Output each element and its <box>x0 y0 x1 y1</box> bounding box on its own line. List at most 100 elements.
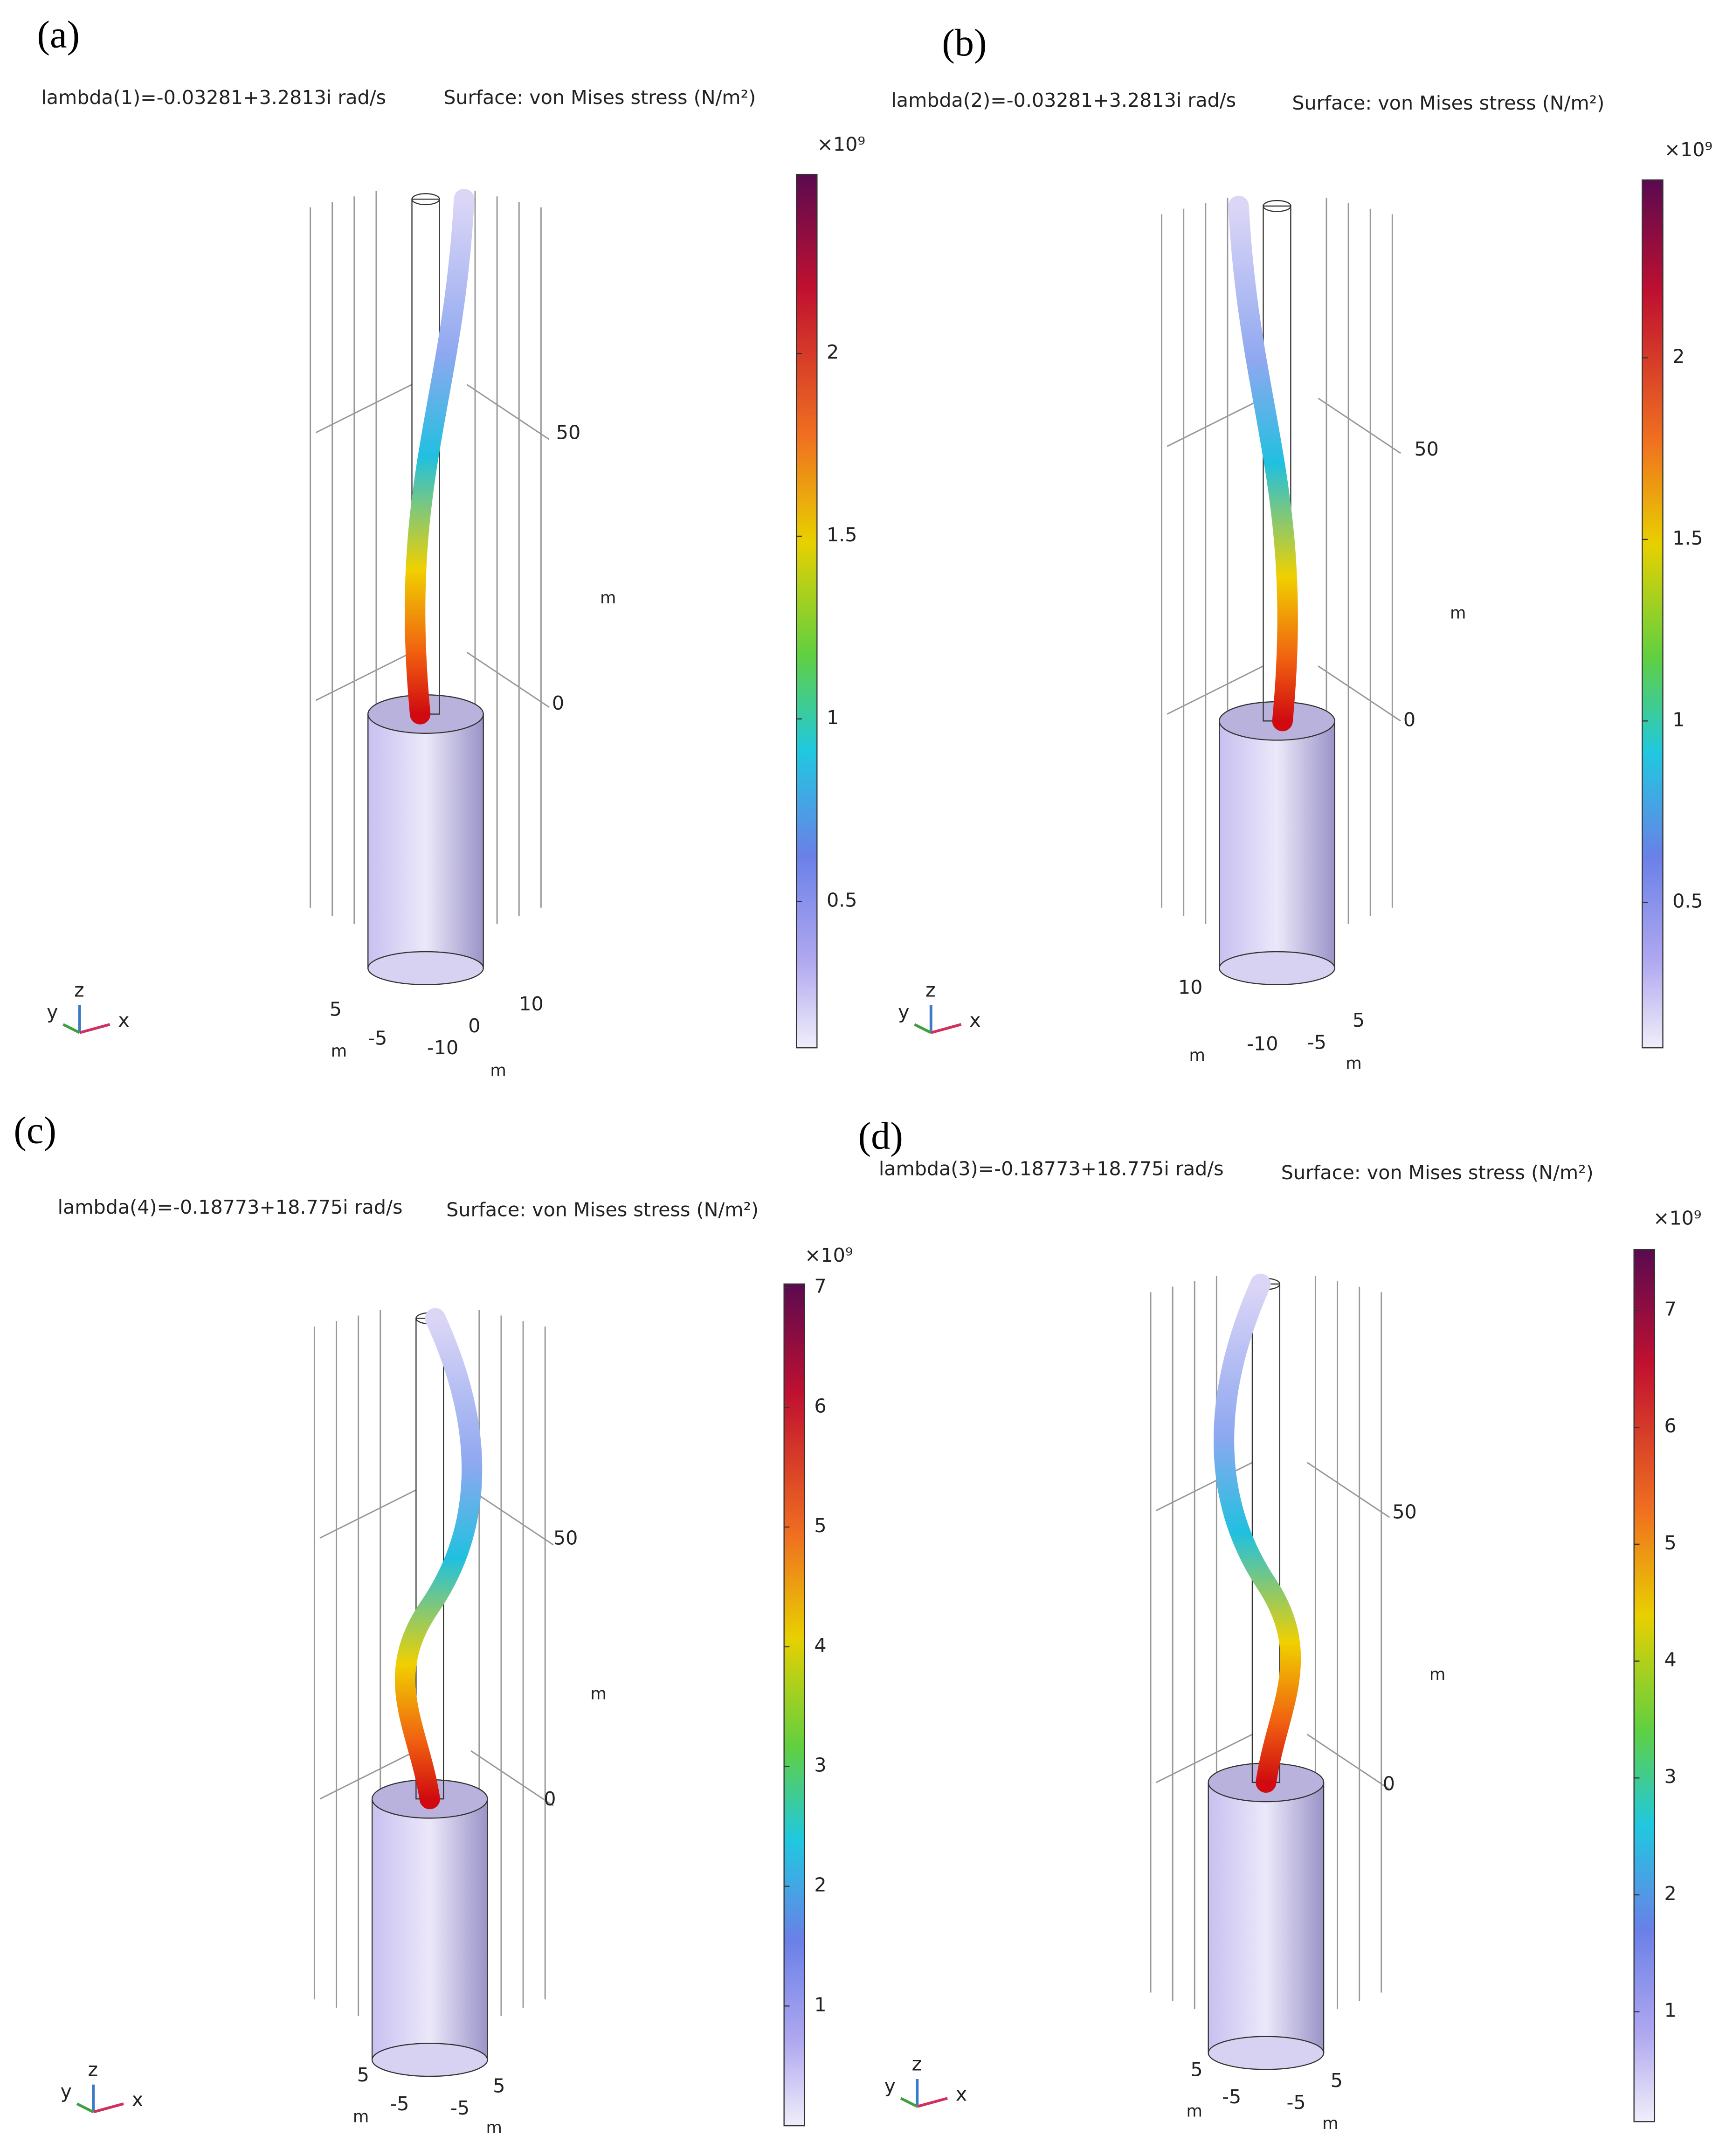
triad-x <box>79 1023 110 1034</box>
base-bottom <box>1208 2036 1325 2070</box>
deformed-pile <box>1228 195 1298 732</box>
panel-label: (c) <box>14 1109 56 1152</box>
colorbar-tick-label: 0.5 <box>827 889 857 912</box>
colorbar-tick-label: 1 <box>814 1993 826 2016</box>
z-tick-label: 50 <box>553 1527 578 1549</box>
base-tick-label: 5 <box>1190 2058 1202 2080</box>
base-cylinder <box>1219 720 1335 969</box>
grid-line-3d <box>1318 397 1401 454</box>
colorbar <box>1642 179 1664 1049</box>
colorbar <box>795 173 818 1049</box>
panel-label: (d) <box>858 1114 903 1157</box>
grid-line-3d <box>466 384 550 440</box>
base-cylinder <box>371 1798 488 2060</box>
colorbar-tick-label: 1.5 <box>827 524 857 546</box>
base-tick-label: -5 <box>390 2093 409 2115</box>
triad-x <box>931 1023 962 1034</box>
z-tick-label: 50 <box>1392 1501 1416 1523</box>
grid-line-3d <box>315 651 413 701</box>
colorbar-tick-label: 0.5 <box>1672 890 1703 912</box>
grid-line-3d <box>1306 1734 1390 1790</box>
base-unit: m <box>1322 2114 1338 2133</box>
colorbar-multiplier: ×10⁹ <box>817 133 865 155</box>
base-bottom <box>367 951 484 985</box>
grid-line-3d <box>470 1750 554 1807</box>
base-unit: m <box>1346 1054 1361 1073</box>
colorbar <box>1633 1249 1656 2122</box>
panel: (b) lambda(2)=-0.03281+3.2813i rad/s Surfa… <box>891 21 1712 1073</box>
base-tick-label: -5 <box>1287 2091 1306 2114</box>
triad-label: y <box>898 1001 909 1023</box>
triad-label: y <box>47 1001 58 1023</box>
base-tick-label: 5 <box>493 2075 505 2097</box>
eigenvalue-label: lambda(4)=-0.18773+18.775i rad/s <box>58 1196 403 1218</box>
colorbar-tick-label: 1.5 <box>1672 527 1703 549</box>
undeformed-top <box>411 193 440 206</box>
panel-label: (b) <box>942 21 987 64</box>
colorbar-tick-label: 1 <box>827 706 839 729</box>
base-tick-label: 10 <box>519 993 543 1015</box>
triad-y <box>62 1023 81 1034</box>
base-unit: m <box>490 1061 506 1080</box>
grid-line-3d <box>1167 665 1264 715</box>
colorbar-tick-label: 6 <box>814 1395 826 1417</box>
base-unit: m <box>1189 1046 1205 1065</box>
undeformed-top <box>1263 200 1291 212</box>
colorbar-multiplier: ×10⁹ <box>805 1244 853 1266</box>
base-bottom <box>371 2043 488 2077</box>
base-tick-label: 5 <box>1353 1009 1365 1031</box>
base-tick-label: 5 <box>357 2064 369 2086</box>
colorbar-tick-label: 6 <box>1664 1415 1676 1437</box>
deformed-pile <box>394 1308 483 1810</box>
base-tick-label: -5 <box>1222 2086 1241 2108</box>
eigenvalue-label: lambda(3)=-0.18773+18.775i rad/s <box>879 1157 1224 1180</box>
base-tick-label: -10 <box>427 1037 458 1059</box>
deformed-pile <box>1214 1273 1301 1793</box>
z-tick-label: 0 <box>1383 1773 1395 1795</box>
z-tick-label: 0 <box>1403 708 1415 731</box>
colorbar-tick-label: 5 <box>1664 1532 1676 1554</box>
z-unit: m <box>600 588 616 608</box>
z-tick-label: 0 <box>552 692 564 714</box>
triad-label: x <box>956 2083 967 2105</box>
grid-line-3d <box>1156 1462 1253 1512</box>
base-tick-label: -5 <box>1307 1031 1326 1053</box>
triad-label: x <box>118 1009 129 1031</box>
colorbar-tick-label: 2 <box>1672 346 1685 368</box>
panel: (a) lambda(1)=-0.03281+3.2813i rad/s Surfa… <box>37 13 865 1080</box>
triad-y <box>914 1023 932 1034</box>
base-unit: m <box>1187 2102 1202 2121</box>
eigenvalue-label: lambda(1)=-0.03281+3.2813i rad/s <box>41 86 386 109</box>
triad-label: y <box>884 2075 896 2097</box>
grid-line-3d <box>1156 1734 1253 1783</box>
colorbar-tick-label: 4 <box>814 1634 826 1657</box>
triad-y <box>900 2097 918 2108</box>
base-cylinder <box>367 713 484 969</box>
eigenvalue-label: lambda(2)=-0.03281+3.2813i rad/s <box>891 89 1236 111</box>
panel: (c) lambda(4)=-0.18773+18.775i rad/s Surfa… <box>14 1109 853 2137</box>
base-unit: m <box>486 2118 502 2137</box>
colorbar-tick-label: 5 <box>814 1514 826 1537</box>
triad-label: x <box>969 1009 980 1031</box>
colorbar-tick-label: 7 <box>1664 1298 1676 1320</box>
grid-line-3d <box>1306 1462 1390 1518</box>
deformed-pile <box>405 189 475 725</box>
grid-line-3d <box>466 651 550 708</box>
triad-label: z <box>925 979 936 1001</box>
panel: (d)lambda(3)=-0.18773+18.775i rad/s Surfa… <box>858 1114 1702 2133</box>
triad-label: z <box>912 2053 922 2075</box>
grid-line-3d <box>1167 397 1264 447</box>
triad-label: z <box>74 979 84 1001</box>
colorbar <box>783 1283 806 2127</box>
grid-line-3d <box>315 384 413 434</box>
colorbar-tick-label: 1 <box>1664 1999 1676 2022</box>
colorbar-tick-label: 2 <box>1664 1882 1676 1905</box>
colorbar-tick-label: 4 <box>1664 1649 1676 1671</box>
colorbar-tick-label: 3 <box>814 1754 826 1776</box>
colorbar-multiplier: ×10⁹ <box>1653 1207 1702 1229</box>
panel-label: (a) <box>37 13 80 55</box>
base-tick-label: -5 <box>368 1027 387 1050</box>
base-tick-label: -10 <box>1247 1032 1278 1055</box>
z-unit: m <box>1450 604 1466 623</box>
